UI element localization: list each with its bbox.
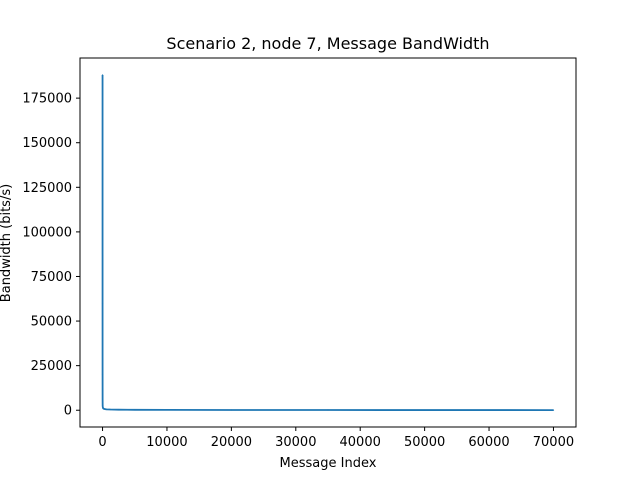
- data-point: [102, 405, 104, 407]
- data-point: [552, 409, 555, 411]
- x-tick-label: 40000: [340, 435, 381, 450]
- y-axis: 0 25000 50000 75000 100000 125000 150000 175000: [22, 92, 80, 419]
- data-point: [488, 409, 490, 411]
- x-tick-label: 50000: [404, 435, 445, 450]
- y-tick-label: 125000: [22, 181, 72, 196]
- x-axis-label: Message Index: [280, 456, 377, 471]
- data-point: [118, 409, 120, 411]
- x-tick-label: 60000: [468, 435, 509, 450]
- plot-area: [80, 58, 576, 427]
- data-point: [101, 74, 104, 76]
- y-tick-label: 75000: [31, 270, 72, 285]
- x-tick-label: 70000: [533, 435, 574, 450]
- data-point: [102, 398, 104, 401]
- data-point: [105, 408, 108, 410]
- x-tick-label: 10000: [146, 435, 187, 450]
- data-point: [102, 406, 104, 408]
- data-point: [327, 409, 329, 411]
- data-point: [101, 302, 104, 304]
- y-tick-label: 50000: [31, 315, 72, 330]
- data-point: [109, 408, 111, 411]
- x-axis: 0 10000 20000 30000 40000 50000 60000 70000: [98, 427, 574, 450]
- data-point: [230, 409, 232, 411]
- data-point: [134, 409, 136, 411]
- data-point: [166, 409, 168, 411]
- x-tick-label: 0: [98, 435, 106, 450]
- y-tick-label: 150000: [22, 136, 72, 151]
- x-tick-label: 30000: [275, 435, 316, 450]
- data-point: [101, 373, 104, 376]
- data-point: [102, 408, 105, 410]
- y-tick-label: 175000: [22, 92, 72, 107]
- y-tick-label: 100000: [22, 225, 72, 240]
- y-axis-label: Bandwidth (bits/s): [0, 184, 14, 302]
- series-layer: [101, 74, 555, 411]
- y-tick-label: 25000: [31, 359, 72, 374]
- data-point: [103, 408, 106, 410]
- chart-title: Scenario 2, node 7, Message BandWidth: [166, 34, 489, 53]
- x-tick-label: 20000: [211, 435, 252, 450]
- y-tick-label: 0: [64, 404, 72, 419]
- data-point: [424, 409, 426, 411]
- plot-frame: [79, 57, 577, 428]
